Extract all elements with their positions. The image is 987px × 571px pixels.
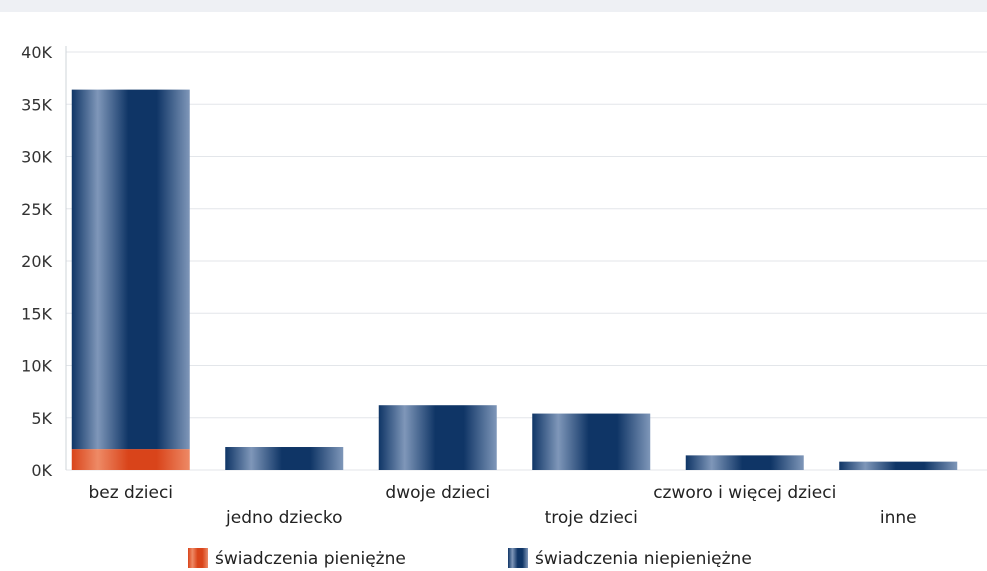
- x-category-label: troje dzieci: [545, 508, 638, 528]
- x-category-label: czworo i więcej dzieci: [653, 483, 836, 503]
- legend-label-nonmonetary: świadczenia niepieniężne: [535, 549, 752, 569]
- bar-nonmonetary: [532, 413, 651, 470]
- y-tick-label: 35K: [21, 95, 52, 114]
- y-tick-label: 20K: [21, 252, 52, 271]
- y-tick-label: 0K: [31, 461, 52, 480]
- x-category-label: dwoje dzieci: [385, 483, 490, 503]
- top-strip: [0, 0, 987, 12]
- bar-nonmonetary: [225, 447, 344, 470]
- y-tick-label: 5K: [31, 409, 52, 428]
- bar-nonmonetary: [839, 461, 958, 470]
- legend-swatch-monetary: [188, 548, 208, 568]
- legend: świadczenia pieniężne świadczenia niepien…: [188, 548, 752, 569]
- bar-nonmonetary: [71, 89, 190, 450]
- x-category-label: jedno dziecko: [225, 508, 342, 528]
- y-tick-label: 30K: [21, 148, 52, 167]
- legend-swatch-nonmonetary: [508, 548, 528, 568]
- x-category-label: bez dzieci: [88, 483, 173, 503]
- x-axis: bez dzieci jedno dziecko dwoje dzieci troje…: [88, 483, 916, 528]
- y-tick-label: 10K: [21, 357, 52, 376]
- bars: [71, 89, 958, 470]
- y-axis: 0K 5K 10K 15K 20K 25K 30K 35K 40K: [21, 43, 52, 480]
- grid: [65, 46, 987, 471]
- bar-nonmonetary: [378, 405, 497, 470]
- y-tick-label: 40K: [21, 43, 52, 62]
- legend-label-monetary: świadczenia pieniężne: [215, 549, 406, 569]
- bar-monetary: [71, 449, 190, 470]
- y-tick-label: 25K: [21, 200, 52, 219]
- bar-nonmonetary: [685, 455, 804, 470]
- y-tick-label: 15K: [21, 304, 52, 323]
- x-category-label: inne: [880, 508, 917, 528]
